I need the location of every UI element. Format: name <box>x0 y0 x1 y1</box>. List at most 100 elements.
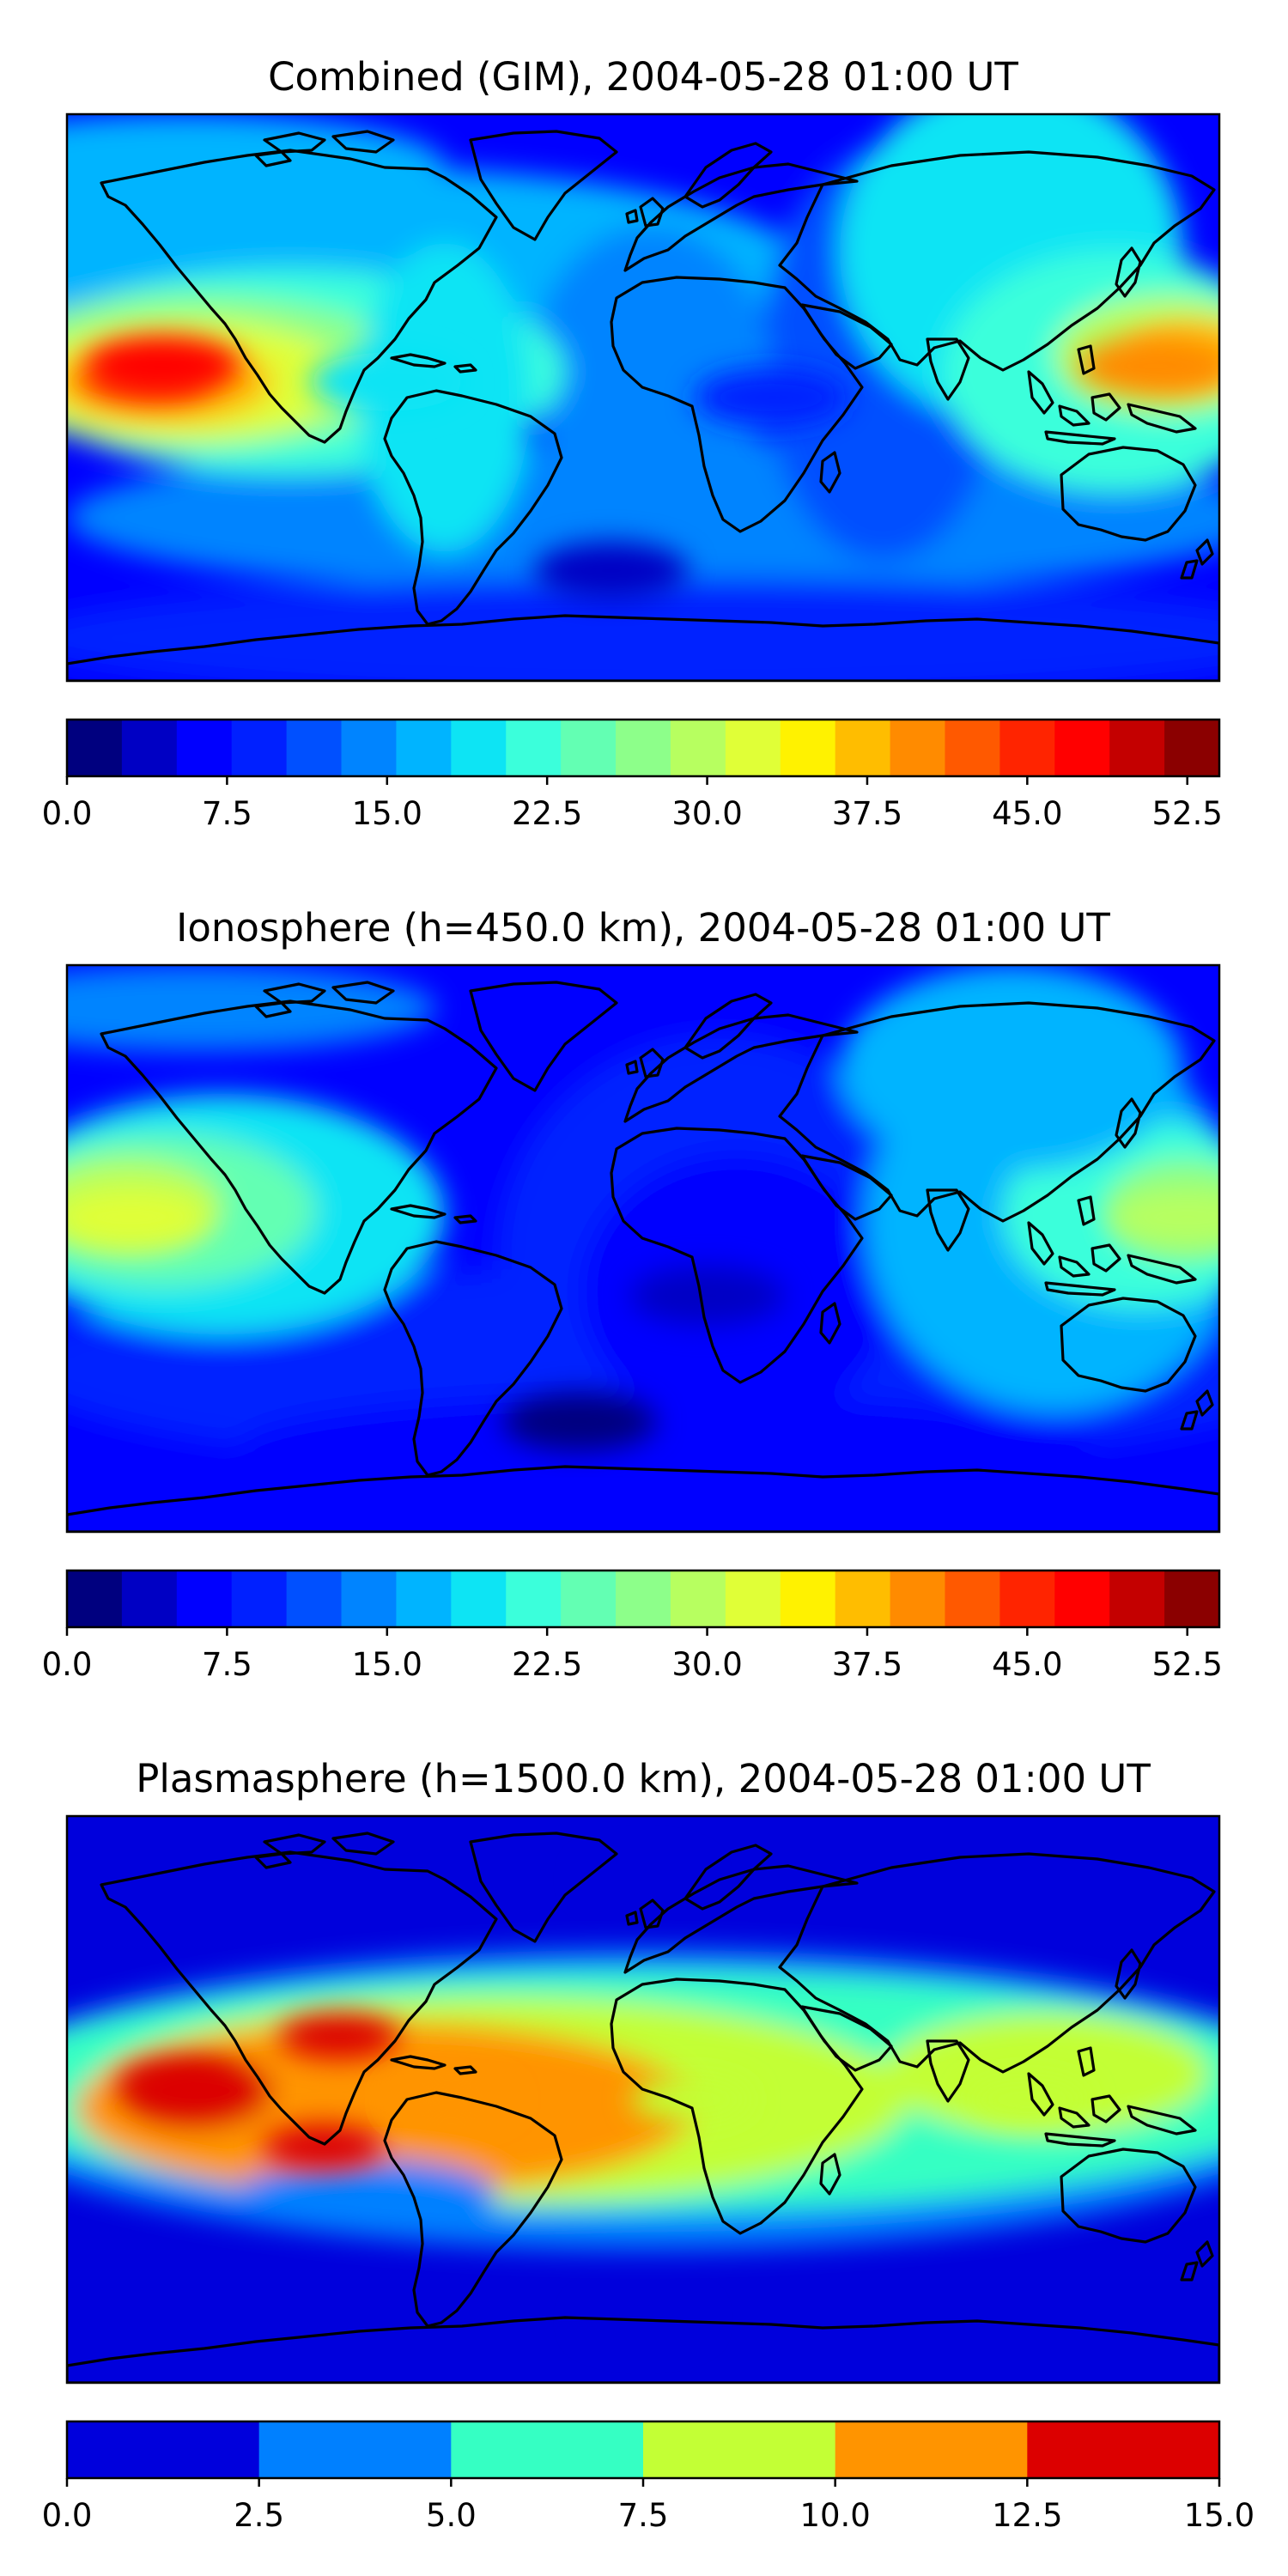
panel-3: Plasmasphere (h=1500.0 km), 2004-05-28 0… <box>42 1756 1255 2534</box>
colorbar-tick-label: 22.5 <box>512 1646 582 1683</box>
colorbar-tick-label: 52.5 <box>1152 1646 1223 1683</box>
map-frame <box>65 963 1221 1534</box>
colorbar-frame <box>65 1569 1221 1629</box>
colorbar-segment <box>451 720 507 776</box>
colorbar-tick-label: 0.0 <box>42 795 93 832</box>
colorbar-tick-label: 2.5 <box>234 2497 284 2534</box>
colorbar-tick-label: 15.0 <box>1184 2497 1255 2534</box>
field-extremum <box>694 368 849 427</box>
colorbar-segment <box>1027 2421 1220 2478</box>
contour-region <box>239 2160 496 2228</box>
colorbar-segment <box>231 1571 288 1627</box>
colorbar-segment <box>176 720 233 776</box>
colorbar-segment <box>1054 1571 1110 1627</box>
colorbar-segment <box>67 720 123 776</box>
colorbar-segment <box>286 720 343 776</box>
field-extremum <box>85 337 240 396</box>
colorbar-segment <box>945 1571 1000 1627</box>
panel-2: Ionosphere (h=450.0 km), 2004-05-28 01:0… <box>42 905 1223 1683</box>
field-extremum <box>67 1188 209 1247</box>
colorbar-segment <box>1109 1571 1165 1627</box>
field-extremum <box>118 2061 240 2106</box>
colorbar-tick-label: 22.5 <box>512 795 582 832</box>
colorbar-segment <box>835 2421 1028 2478</box>
colorbar-segment <box>341 1571 398 1627</box>
colorbar-segment <box>396 720 452 776</box>
field-extremum <box>501 1392 657 1451</box>
colorbar-segment <box>780 720 836 776</box>
colorbar-segment <box>1054 720 1110 776</box>
panel-title: Ionosphere (h=450.0 km), 2004-05-28 01:0… <box>176 905 1110 951</box>
colorbar-segment <box>121 1571 178 1627</box>
panel-title: Combined (GIM), 2004-05-28 01:00 UT <box>268 54 1018 100</box>
panel-title: Plasmasphere (h=1500.0 km), 2004-05-28 0… <box>136 1756 1151 1801</box>
colorbar-segment <box>1109 720 1165 776</box>
colorbar-segment <box>451 2421 644 2478</box>
colorbar-tick-label: 37.5 <box>832 795 902 832</box>
colorbar-tick-label: 0.0 <box>42 2497 93 2534</box>
colorbar-segment <box>945 720 1000 776</box>
contour-region <box>67 578 1219 681</box>
tec-field <box>67 114 1219 681</box>
colorbar-segment <box>506 720 562 776</box>
colorbar-segment <box>67 1571 123 1627</box>
field-extremum <box>1109 1188 1219 1247</box>
colorbar-segment <box>396 1571 452 1627</box>
map-frame <box>65 1814 1221 2385</box>
contour-region <box>239 1394 1097 1498</box>
colorbar-segment <box>616 1571 671 1627</box>
field-extremum <box>533 541 689 600</box>
contour-region <box>531 226 771 518</box>
field-extremum <box>629 1267 785 1325</box>
colorbar-segment <box>561 720 617 776</box>
field-extremum <box>583 1856 703 1902</box>
colorbar-segment <box>670 720 726 776</box>
colorbar-segment <box>890 1571 946 1627</box>
panel-1: Combined (GIM), 2004-05-28 01:00 UT 0.0 7.… <box>42 54 1223 832</box>
colorbar-segment <box>835 720 891 776</box>
colorbar-segment <box>670 1571 726 1627</box>
colorbar-tick-label: 45.0 <box>992 795 1062 832</box>
colorbar-segment <box>258 2421 452 2478</box>
colorbar-segment <box>999 1571 1055 1627</box>
field-extremum <box>1078 337 1219 396</box>
field-extremum <box>967 2077 1088 2122</box>
colorbar-segment <box>67 2421 260 2478</box>
colorbar-tick-label: 37.5 <box>832 1646 902 1683</box>
contour-region <box>67 114 445 217</box>
colorbar-segment <box>341 720 398 776</box>
colorbar: 0.0 7.5 15.0 22.5 30.0 37.5 45.0 52.5 <box>42 718 1223 832</box>
colorbar-tick-label: 5.0 <box>426 2497 477 2534</box>
colorbar-segment <box>725 720 781 776</box>
colorbar-tick-label: 7.5 <box>202 1646 252 1683</box>
colorbar-tick-label: 0.0 <box>42 1646 93 1683</box>
colorbar-segment <box>616 720 671 776</box>
colorbar-tick-label: 15.0 <box>352 1646 422 1683</box>
colorbar-segment <box>506 1571 562 1627</box>
colorbar-segment <box>835 1571 891 1627</box>
colorbar-segment <box>725 1571 781 1627</box>
colorbar-frame <box>65 718 1221 778</box>
colorbar-segment <box>286 1571 343 1627</box>
colorbar-segment <box>176 1571 233 1627</box>
tec-map <box>65 963 1221 1534</box>
colorbar: 0.0 7.5 15.0 22.5 30.0 37.5 45.0 52.5 <box>42 1569 1223 1683</box>
colorbar-segment <box>780 1571 836 1627</box>
colorbar-segment <box>121 720 178 776</box>
colorbar-segment <box>890 720 946 776</box>
colorbar-tick-label: 15.0 <box>352 795 422 832</box>
field-extremum <box>263 2124 384 2169</box>
colorbar-tick-label: 52.5 <box>1152 795 1223 832</box>
colorbar-segment <box>999 720 1055 776</box>
tec-map <box>65 1814 1221 2385</box>
colorbar-tick-label: 45.0 <box>992 1646 1062 1683</box>
colorbar-segment <box>561 1571 617 1627</box>
colorbar-segment <box>643 2421 836 2478</box>
colorbar: 0.0 2.5 5.0 7.5 10.0 12.5 15.0 <box>42 2420 1255 2534</box>
colorbar-tick-label: 30.0 <box>671 795 742 832</box>
field-extremum <box>391 2077 512 2122</box>
colorbar-segment <box>1164 720 1220 776</box>
colorbar-tick-label: 7.5 <box>202 795 252 832</box>
tec-map <box>65 112 1221 683</box>
